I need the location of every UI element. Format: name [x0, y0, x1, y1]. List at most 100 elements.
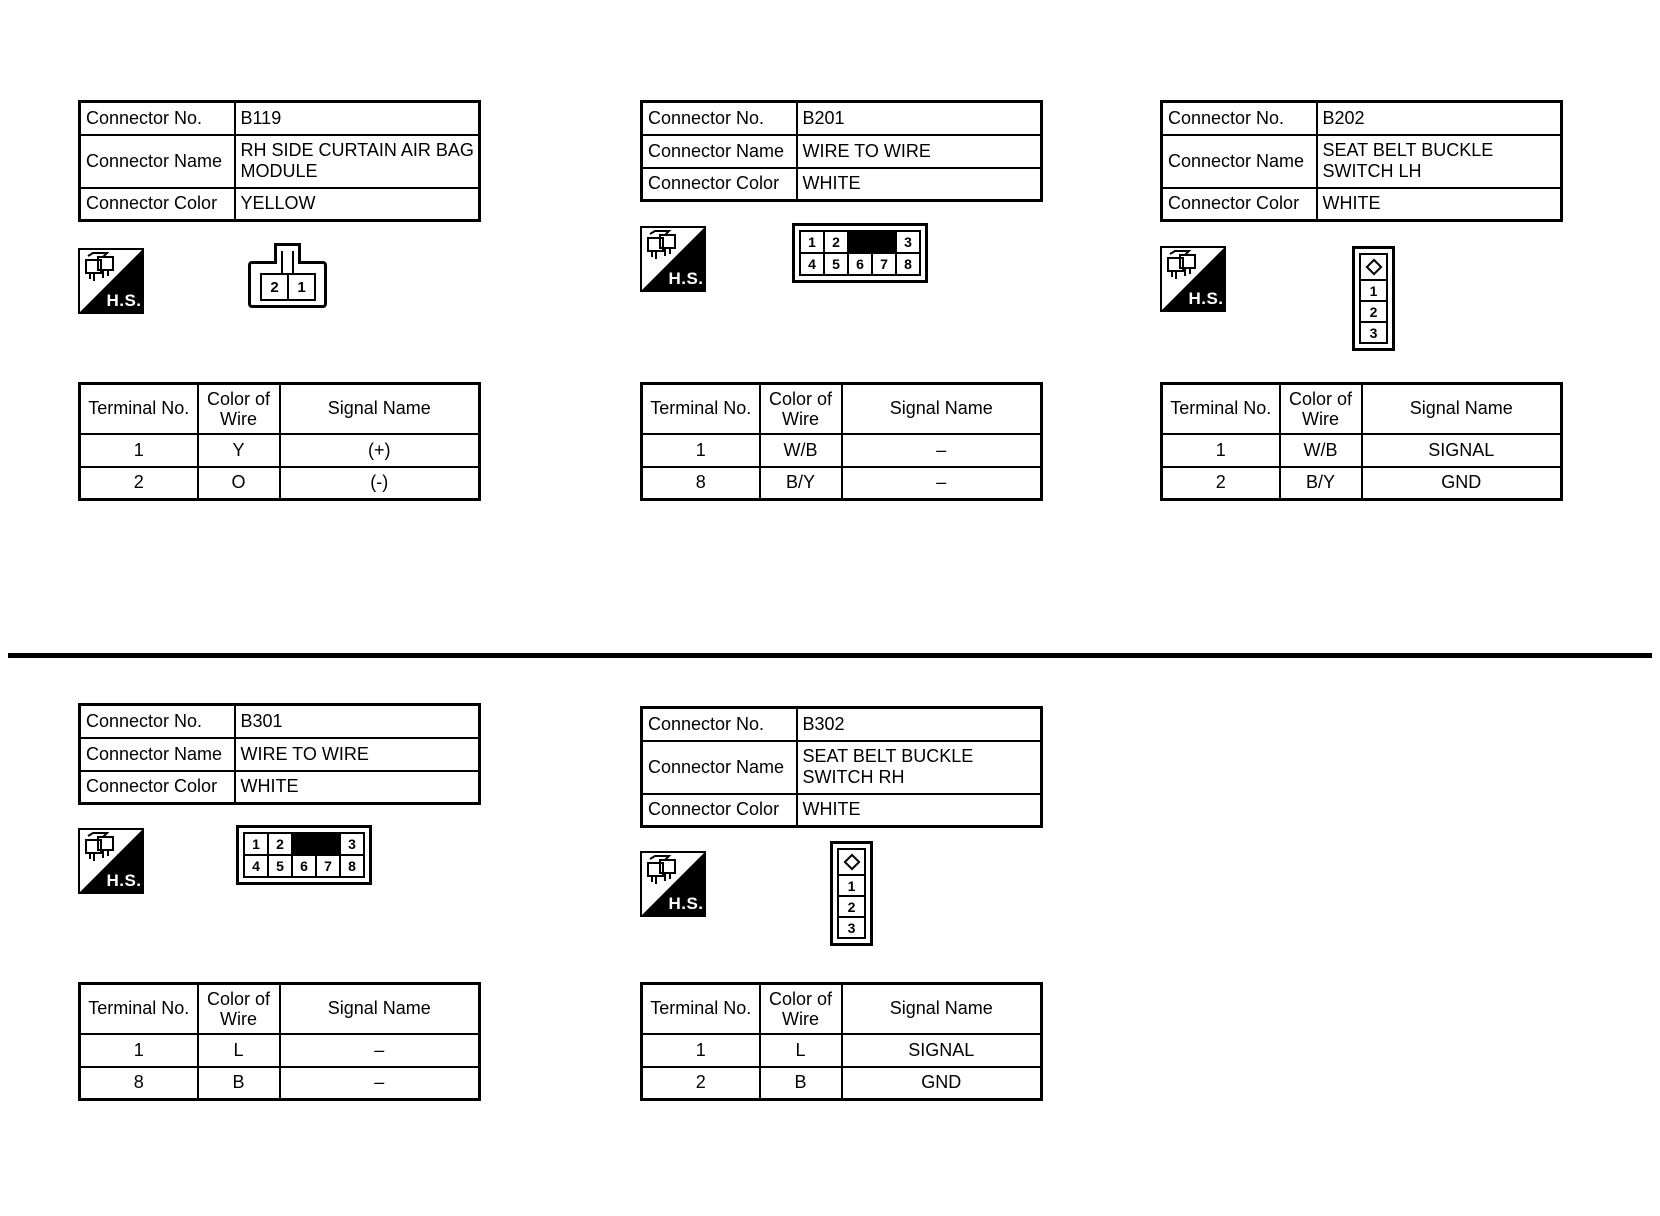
- connector-no-value: B119: [233, 100, 481, 136]
- connector-name-value: WIRE TO WIRE: [795, 133, 1043, 169]
- pin-cell: 6: [291, 854, 317, 878]
- connector-name-value: WIRE TO WIRE: [233, 736, 481, 772]
- signal-name-header: Signal Name: [840, 982, 1043, 1035]
- terminal-row: 1 Y (+): [78, 432, 481, 468]
- signal-name-header: Signal Name: [1360, 382, 1563, 435]
- pin-cell: 2: [823, 230, 849, 254]
- connector-block-b301: Connector No. B301 Connector Name WIRE T…: [78, 703, 498, 1123]
- connector-face-3pin: 1 2 3: [1352, 246, 1395, 351]
- connector-no-label: Connector No.: [1160, 100, 1318, 136]
- connector-color-label: Connector Color: [640, 166, 798, 202]
- pin-cell: 4: [799, 252, 825, 276]
- pin-cell: 5: [267, 854, 293, 878]
- terminal-row: 1 L –: [78, 1032, 481, 1068]
- connector-no-value: B301: [233, 703, 481, 739]
- terminal-row: 2 B/Y GND: [1160, 465, 1563, 501]
- pin-cell: 3: [895, 230, 921, 254]
- harness-side-view-icon: H.S.: [640, 851, 706, 917]
- connector-name-label: Connector Name: [640, 739, 798, 795]
- pin-cell: 1: [837, 874, 866, 897]
- pin-cell: 8: [339, 854, 365, 878]
- connector-color-value: YELLOW: [233, 186, 481, 222]
- connector-name-label: Connector Name: [78, 736, 236, 772]
- pin-cell: 8: [895, 252, 921, 276]
- terminal-table: Terminal No. Color of Wire Signal Name 1…: [640, 982, 1043, 1101]
- pin-cell: 7: [315, 854, 341, 878]
- pin-cell: 5: [823, 252, 849, 276]
- connector-name-label: Connector Name: [78, 133, 236, 189]
- connector-face-3pin: 1 2 3: [830, 841, 873, 946]
- connector-notch: [281, 251, 294, 275]
- connector-info-table: Connector No. B302 Connector Name SEAT B…: [640, 706, 1043, 828]
- color-of-wire-header: Color of Wire: [196, 382, 281, 435]
- terminal-row: 2 B GND: [640, 1065, 1043, 1101]
- pin-cell: 2: [260, 273, 289, 301]
- connector-no-value: B302: [795, 706, 1043, 742]
- section-divider: [8, 653, 1652, 658]
- connector-name-value: RH SIDE CURTAIN AIR BAG MODULE: [233, 133, 481, 189]
- color-of-wire-header: Color of Wire: [196, 982, 281, 1035]
- connector-color-label: Connector Color: [640, 792, 798, 828]
- harness-side-view-icon: H.S.: [78, 828, 144, 894]
- connector-block-b302: Connector No. B302 Connector Name SEAT B…: [640, 706, 1060, 1126]
- connector-face-8pin: 1 2 3 4 5 6 7 8: [236, 825, 372, 885]
- connector-color-label: Connector Color: [78, 186, 236, 222]
- terminal-table: Terminal No. Color of Wire Signal Name 1…: [78, 382, 481, 501]
- connector-info-table: Connector No. B301 Connector Name WIRE T…: [78, 703, 481, 805]
- key-block: [847, 230, 897, 254]
- harness-side-view-icon: H.S.: [1160, 246, 1226, 312]
- connector-block-b201: Connector No. B201 Connector Name WIRE T…: [640, 100, 1060, 520]
- signal-name-header: Signal Name: [840, 382, 1043, 435]
- terminal-no-header: Terminal No.: [1160, 382, 1281, 435]
- connector-block-b202: Connector No. B202 Connector Name SEAT B…: [1160, 100, 1580, 520]
- pin-cell: 7: [871, 252, 897, 276]
- terminal-no-header: Terminal No.: [640, 982, 761, 1035]
- connector-no-label: Connector No.: [640, 706, 798, 742]
- connector-info-table: Connector No. B119 Connector Name RH SID…: [78, 100, 481, 222]
- hs-label: H.S.: [668, 894, 703, 913]
- connector-no-label: Connector No.: [78, 703, 236, 739]
- connector-color-value: WHITE: [1315, 186, 1563, 222]
- connector-color-label: Connector Color: [78, 769, 236, 805]
- terminal-table: Terminal No. Color of Wire Signal Name 1…: [640, 382, 1043, 501]
- keyway-cell: [1359, 253, 1388, 281]
- diamond-keyway: [1365, 258, 1382, 276]
- connector-name-label: Connector Name: [640, 133, 798, 169]
- hs-label: H.S.: [106, 291, 141, 310]
- hs-label: H.S.: [668, 269, 703, 288]
- terminal-row: 2 O (-): [78, 465, 481, 501]
- diamond-keyway: [843, 853, 860, 871]
- pin-cell: 6: [847, 252, 873, 276]
- pin-cell: 1: [243, 832, 269, 856]
- pin-cell: 2: [1359, 300, 1388, 323]
- pin-cell: 3: [339, 832, 365, 856]
- connector-color-value: WHITE: [795, 792, 1043, 828]
- terminal-table: Terminal No. Color of Wire Signal Name 1…: [1160, 382, 1563, 501]
- connector-no-value: B201: [795, 100, 1043, 136]
- keyway-cell: [837, 848, 866, 876]
- terminal-no-header: Terminal No.: [640, 382, 761, 435]
- terminal-no-header: Terminal No.: [78, 982, 199, 1035]
- pin-cell: 3: [1359, 321, 1388, 344]
- pin-cell: 2: [267, 832, 293, 856]
- connector-face-8pin: 1 2 3 4 5 6 7 8: [792, 223, 928, 283]
- hs-label: H.S.: [106, 871, 141, 890]
- pin-cell: 1: [287, 273, 316, 301]
- color-of-wire-header: Color of Wire: [758, 382, 843, 435]
- terminal-row: 8 B –: [78, 1065, 481, 1101]
- terminal-row: 8 B/Y –: [640, 465, 1043, 501]
- connector-color-value: WHITE: [233, 769, 481, 805]
- connector-no-value: B202: [1315, 100, 1563, 136]
- hs-label: H.S.: [1188, 289, 1223, 308]
- pin-cell: 1: [1359, 279, 1388, 302]
- connector-info-table: Connector No. B201 Connector Name WIRE T…: [640, 100, 1043, 202]
- harness-side-view-icon: H.S.: [78, 248, 144, 314]
- terminal-row: 1 W/B –: [640, 432, 1043, 468]
- connector-color-label: Connector Color: [1160, 186, 1318, 222]
- signal-name-header: Signal Name: [278, 982, 481, 1035]
- pin-cell: 2: [837, 895, 866, 918]
- connector-name-value: SEAT BELT BUCKLE SWITCH RH: [795, 739, 1043, 795]
- terminal-row: 1 W/B SIGNAL: [1160, 432, 1563, 468]
- connector-block-b119: Connector No. B119 Connector Name RH SID…: [78, 100, 498, 520]
